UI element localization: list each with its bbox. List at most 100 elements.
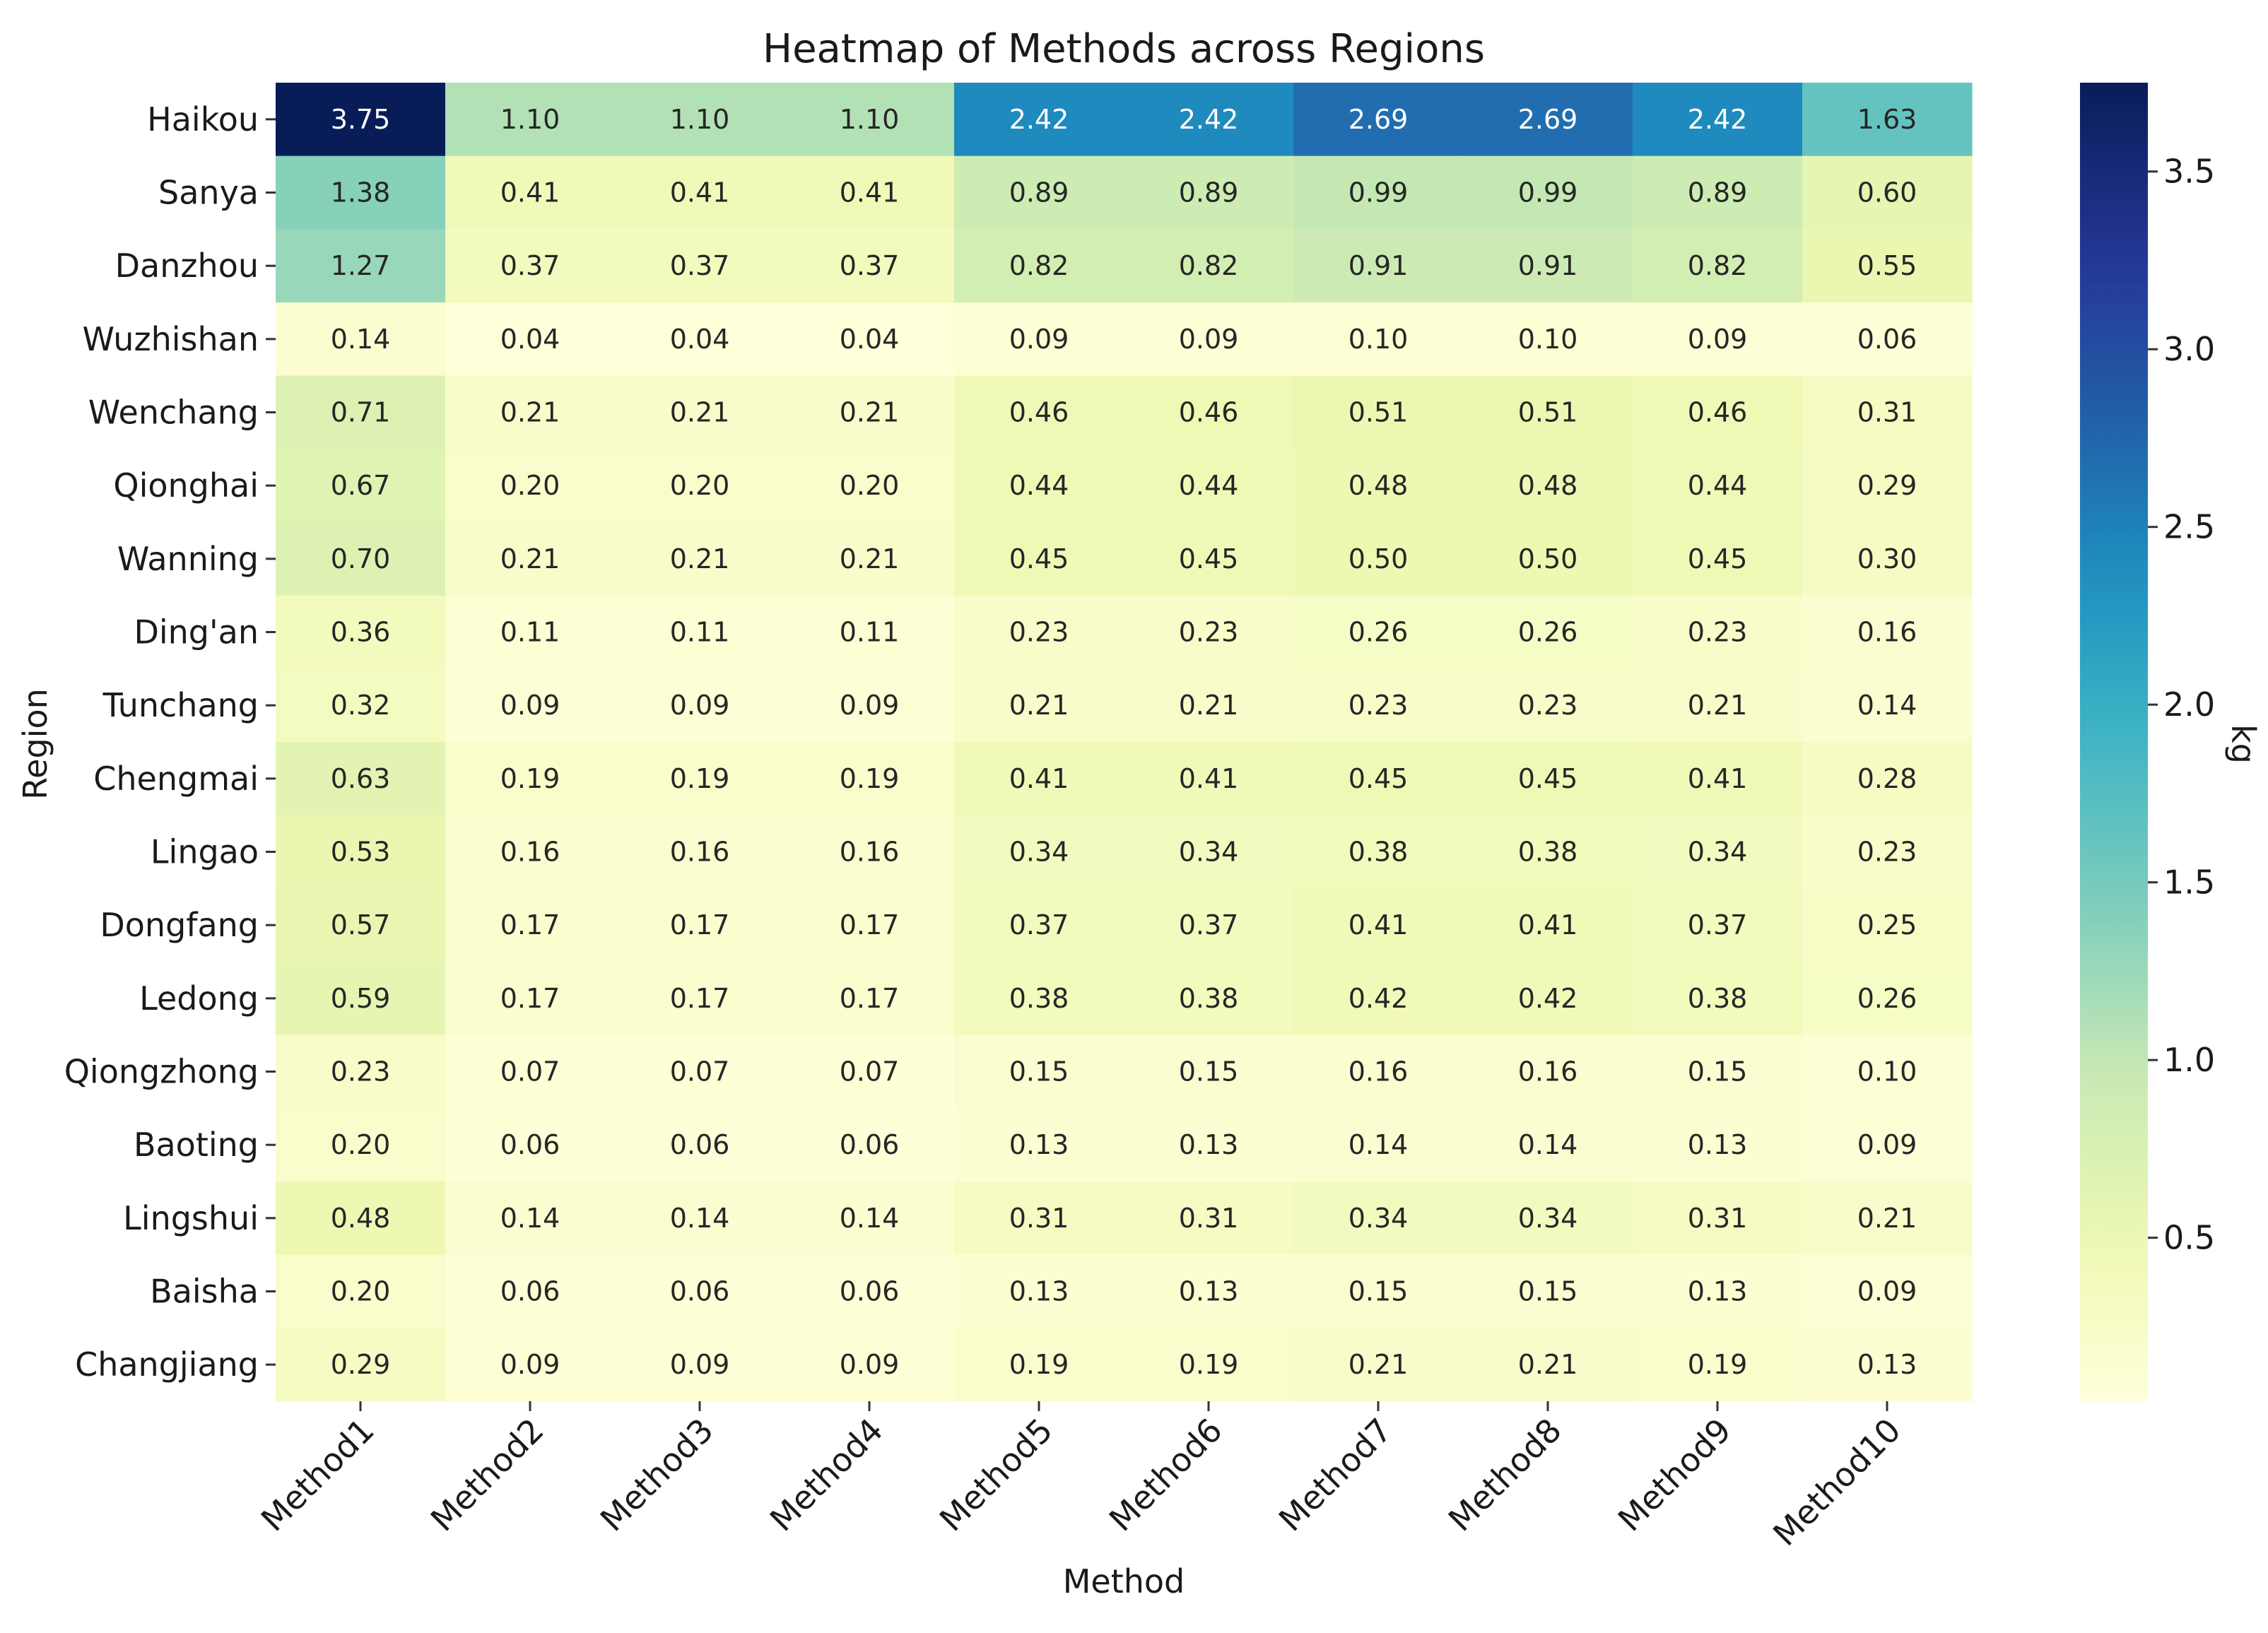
heatmap-cell xyxy=(954,1034,1124,1109)
cell-value-label: 0.20 xyxy=(840,470,900,501)
column-label: Method1 xyxy=(254,1411,382,1539)
heatmap-cell xyxy=(1633,742,1803,816)
heatmap-cell xyxy=(785,375,955,449)
heatmap-cell xyxy=(1293,302,1464,377)
cell-value-label: 0.89 xyxy=(1179,177,1239,208)
row-label: Changjiang xyxy=(75,1345,259,1384)
heatmap-cell xyxy=(276,1034,446,1109)
heatmap-cell xyxy=(1124,595,1294,669)
heatmap-cell xyxy=(1802,595,1973,669)
cell-value-label: 0.16 xyxy=(1518,1056,1578,1087)
cell-value-label: 0.17 xyxy=(500,909,560,941)
heatmap-cell xyxy=(276,1181,446,1256)
heatmap-cell xyxy=(954,1254,1124,1328)
cell-value-label: 0.21 xyxy=(1518,1349,1578,1380)
cell-value-label: 0.37 xyxy=(1009,909,1069,941)
cell-value-label: 0.99 xyxy=(1518,177,1578,208)
heatmap-cell xyxy=(1124,1328,1294,1402)
cell-value-label: 0.46 xyxy=(1688,397,1748,428)
heatmap-cell xyxy=(1802,83,1973,157)
cell-value-label: 0.09 xyxy=(840,690,900,721)
heatmap-cell xyxy=(954,1181,1124,1256)
heatmap-cell xyxy=(785,888,955,962)
heatmap-cell xyxy=(445,1108,616,1182)
cell-value-label: 0.32 xyxy=(331,690,391,721)
heatmap-cell xyxy=(615,815,785,889)
heatmap-cell xyxy=(1633,155,1803,230)
heatmap-cell xyxy=(1463,1034,1633,1109)
column-label: Method4 xyxy=(763,1411,891,1539)
cell-value-label: 0.91 xyxy=(1518,250,1578,281)
heatmap-cell xyxy=(615,302,785,377)
heatmap-cell xyxy=(1633,229,1803,303)
heatmap-cell xyxy=(1293,888,1464,962)
heatmap-cell xyxy=(615,522,785,596)
cell-value-label: 0.41 xyxy=(670,177,730,208)
cell-value-label: 0.15 xyxy=(1688,1056,1748,1087)
row-label: Qionghai xyxy=(113,466,259,505)
cell-value-label: 0.13 xyxy=(1009,1276,1069,1307)
cell-value-label: 0.09 xyxy=(1857,1129,1917,1160)
heatmap-cell xyxy=(1293,1254,1464,1328)
heatmap-cell xyxy=(1463,815,1633,889)
cell-value-label: 0.10 xyxy=(1518,324,1578,355)
heatmap-cell xyxy=(615,595,785,669)
cell-value-label: 0.17 xyxy=(840,983,900,1014)
heatmap-cell xyxy=(276,302,446,377)
heatmap-cell xyxy=(276,375,446,449)
cell-value-label: 0.10 xyxy=(1349,324,1409,355)
heatmap-cell xyxy=(1633,1328,1803,1402)
heatmap-cell xyxy=(1293,1181,1464,1256)
cell-value-label: 0.71 xyxy=(331,397,391,428)
cell-value-label: 0.23 xyxy=(1349,690,1409,721)
cell-value-label: 0.20 xyxy=(331,1129,391,1160)
cell-value-label: 0.34 xyxy=(1349,1203,1409,1234)
cell-value-label: 0.60 xyxy=(1857,177,1917,208)
cell-value-label: 0.23 xyxy=(1518,690,1578,721)
row-label: Danzhou xyxy=(115,247,259,285)
heatmap-cell xyxy=(1293,1108,1464,1182)
heatmap-cell xyxy=(1463,595,1633,669)
heatmap-cell xyxy=(1124,962,1294,1036)
colorbar-label: kg xyxy=(2224,724,2262,764)
heatmap-cell xyxy=(445,1034,616,1109)
heatmap-cell xyxy=(1463,449,1633,523)
heatmap-cell xyxy=(954,155,1124,230)
cell-value-label: 0.29 xyxy=(331,1349,391,1380)
column-label: Method8 xyxy=(1441,1411,1569,1539)
cell-value-label: 0.09 xyxy=(500,1349,560,1380)
heatmap-cell xyxy=(615,155,785,230)
heatmap-cell xyxy=(954,1108,1124,1182)
heatmap-cell xyxy=(1293,229,1464,303)
cell-value-label: 0.82 xyxy=(1179,250,1239,281)
heatmap-cell xyxy=(615,449,785,523)
heatmap-cell xyxy=(1463,1328,1633,1402)
heatmap-cell xyxy=(1124,302,1294,377)
heatmap-cell xyxy=(1293,375,1464,449)
heatmap-cell xyxy=(1463,522,1633,596)
cell-value-label: 0.21 xyxy=(500,543,560,574)
colorbar-tick-label: 2.0 xyxy=(2163,685,2215,724)
cell-value-label: 0.45 xyxy=(1179,543,1239,574)
cell-value-label: 0.13 xyxy=(1009,1129,1069,1160)
row-label: Haikou xyxy=(147,100,259,138)
heatmap-cell xyxy=(1802,1181,1973,1256)
cell-value-label: 0.42 xyxy=(1349,983,1409,1014)
heatmap-cell xyxy=(1293,962,1464,1036)
heatmap-cell xyxy=(1802,1034,1973,1109)
heatmap-cell xyxy=(1463,155,1633,230)
cell-value-label: 0.14 xyxy=(1349,1129,1409,1160)
cell-value-label: 0.15 xyxy=(1179,1056,1239,1087)
cell-value-label: 0.99 xyxy=(1349,177,1409,208)
cell-value-label: 0.31 xyxy=(1688,1203,1748,1234)
heatmap-cell xyxy=(1293,815,1464,889)
cell-value-label: 0.11 xyxy=(500,617,560,648)
heatmap-cell xyxy=(1633,302,1803,377)
cell-value-label: 0.21 xyxy=(1349,1349,1409,1380)
cell-value-label: 0.09 xyxy=(1857,1276,1917,1307)
cell-value-label: 0.26 xyxy=(1349,617,1409,648)
cell-value-label: 0.38 xyxy=(1349,837,1409,868)
heatmap-cell xyxy=(785,302,955,377)
cell-value-label: 0.15 xyxy=(1518,1276,1578,1307)
row-label: Wuzhishan xyxy=(82,320,259,358)
